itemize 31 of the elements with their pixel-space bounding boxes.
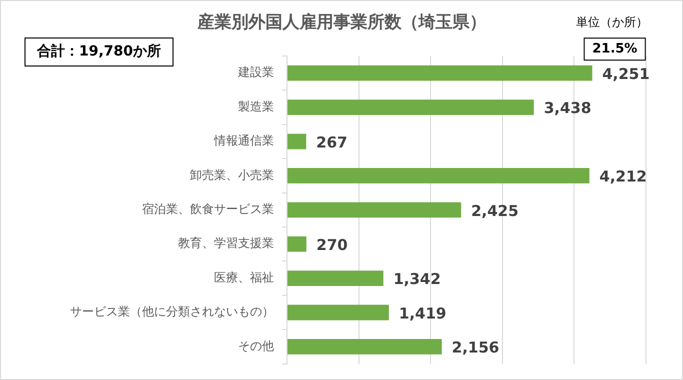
text: 合計：19,780か所 [36, 44, 162, 60]
data-label: 2,425 [471, 202, 519, 220]
bar [288, 65, 592, 81]
y-tick-label: サービス業（他に分類されないもの） [70, 304, 274, 319]
data-label: 3,438 [544, 99, 592, 118]
bar [288, 134, 306, 150]
data-label: 1,419 [398, 304, 446, 322]
y-tick-label: 宿泊業、飲食サービス業 [142, 202, 274, 216]
chart-title: 産業別外国人雇用事業所数（埼玉県） [196, 12, 486, 32]
y-tick-label: 卸売業、小売業 [190, 168, 274, 182]
text: 単位（か所） [576, 15, 648, 30]
bar [288, 168, 590, 184]
y-tick-label: 医療、福祉 [214, 270, 274, 284]
data-label: 4,212 [599, 168, 647, 186]
data-label: 270 [316, 236, 348, 254]
y-tick-label: その他 [238, 338, 274, 353]
bar [288, 100, 534, 115]
bar [288, 236, 306, 252]
data-label: 2,156 [452, 338, 500, 357]
data-label: 1,342 [393, 270, 441, 288]
y-tick-label: 教育、学習支援業 [178, 236, 274, 250]
y-tick-label: 製造業 [238, 99, 274, 114]
y-tick-label: 情報通信業 [213, 134, 274, 148]
data-label: 4,251 [602, 64, 650, 83]
bar [288, 270, 384, 286]
bar [288, 339, 442, 354]
annotation: 21.5% [592, 41, 638, 56]
bar [288, 304, 389, 320]
data-label: 267 [316, 133, 348, 152]
y-tick-label: 建設業 [237, 65, 274, 80]
bar [288, 202, 462, 218]
